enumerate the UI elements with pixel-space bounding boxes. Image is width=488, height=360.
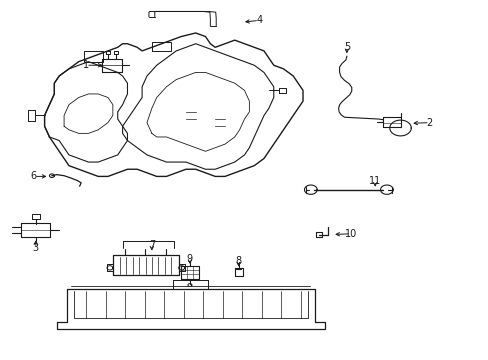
Text: 9: 9: [186, 254, 193, 264]
Text: 1: 1: [83, 60, 89, 70]
Text: 10: 10: [344, 229, 356, 239]
Text: 7: 7: [148, 239, 155, 249]
Text: 4: 4: [256, 15, 262, 26]
Text: 11: 11: [368, 176, 381, 186]
Text: 5: 5: [343, 42, 349, 52]
Text: 8: 8: [235, 256, 241, 266]
Text: 6: 6: [31, 171, 37, 181]
Text: 2: 2: [426, 118, 432, 128]
Text: 3: 3: [33, 243, 39, 253]
